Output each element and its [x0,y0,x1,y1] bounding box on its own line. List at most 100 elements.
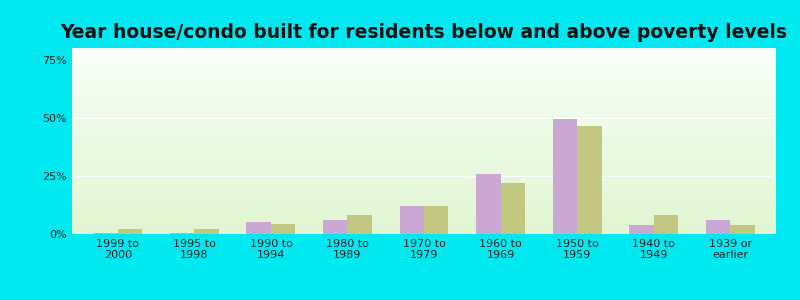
Bar [72,87,776,88]
Bar [72,51,776,52]
Bar [72,59,776,60]
Bar [72,71,776,72]
Bar [72,149,776,150]
Bar [72,153,776,154]
Bar [72,110,776,111]
Bar [72,200,776,201]
Bar [72,89,776,90]
Bar [72,128,776,129]
Bar [72,191,776,192]
Bar [72,90,776,91]
Bar [72,66,776,67]
Bar [72,94,776,95]
Bar [72,213,776,214]
Bar [72,214,776,215]
Bar [706,220,730,234]
Bar [72,184,776,185]
Bar [72,230,776,231]
Bar [72,105,776,106]
Bar [72,219,776,220]
Bar [72,136,776,137]
Bar [72,233,776,234]
Bar [72,147,776,148]
Bar [654,215,678,234]
Bar [72,119,776,120]
Bar [170,233,194,234]
Bar [72,85,776,86]
Bar [72,176,776,177]
Bar [72,61,776,62]
Bar [72,134,776,135]
Bar [72,210,776,211]
Bar [72,130,776,131]
Bar [72,223,776,224]
Bar [72,100,776,101]
Bar [72,203,776,204]
Bar [72,160,776,161]
Bar [72,48,776,49]
Bar [72,80,776,81]
Bar [72,75,776,76]
Bar [730,225,754,234]
Bar [72,152,776,153]
Bar [72,111,776,112]
Bar [577,126,602,234]
Bar [72,204,776,205]
Bar [72,180,776,181]
Bar [72,173,776,174]
Bar [72,231,776,232]
Bar [72,182,776,183]
Bar [72,117,776,118]
Bar [72,226,776,227]
Bar [72,64,776,65]
Bar [72,103,776,104]
Bar [72,154,776,155]
Bar [271,224,295,234]
Bar [72,198,776,199]
Bar [72,101,776,102]
Bar [72,55,776,56]
Bar [476,173,501,234]
Bar [72,196,776,197]
Bar [72,99,776,100]
Bar [72,188,776,189]
Bar [72,123,776,124]
Bar [72,146,776,147]
Bar [72,140,776,141]
Bar [72,209,776,210]
Bar [72,108,776,109]
Bar [72,97,776,98]
Bar [72,129,776,130]
Bar [501,183,525,234]
Bar [72,69,776,70]
Bar [72,60,776,61]
Bar [72,138,776,139]
Bar [72,98,776,99]
Bar [72,76,776,77]
Bar [72,190,776,191]
Bar [72,174,776,175]
Bar [72,58,776,59]
Bar [72,164,776,165]
Bar [72,194,776,195]
Bar [72,171,776,172]
Bar [72,179,776,180]
Bar [72,205,776,206]
Bar [72,65,776,66]
Bar [72,224,776,225]
Bar [246,222,271,234]
Bar [72,183,776,184]
Bar [72,106,776,107]
Bar [72,52,776,53]
Bar [72,122,776,123]
Bar [72,170,776,171]
Bar [72,135,776,136]
Bar [72,232,776,233]
Bar [399,206,424,234]
Bar [72,189,776,190]
Bar [72,161,776,162]
Bar [72,132,776,133]
Bar [72,217,776,218]
Bar [72,107,776,108]
Bar [72,150,776,151]
